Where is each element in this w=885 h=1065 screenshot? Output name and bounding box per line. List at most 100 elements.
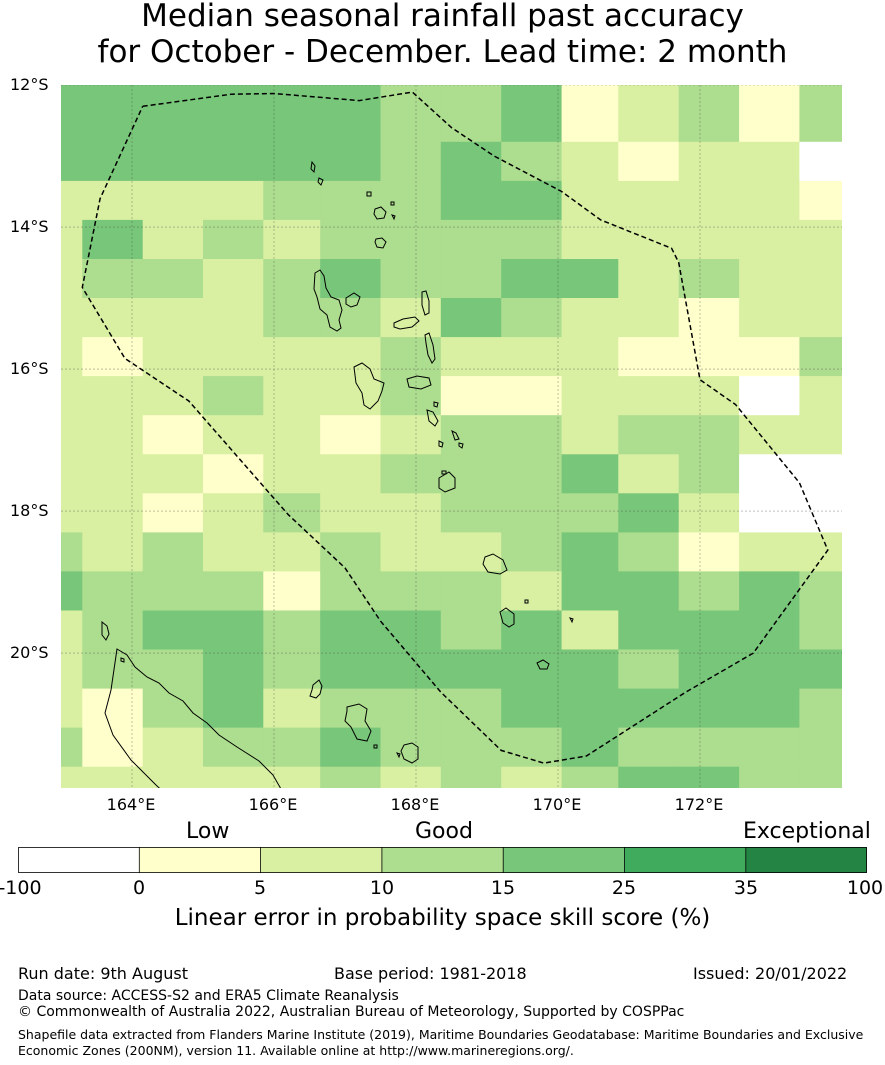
grid-cell [678, 337, 740, 377]
grid-cell [380, 766, 442, 788]
grid-cell [501, 415, 562, 455]
grid-cell [61, 415, 83, 455]
grid-cell [739, 532, 800, 572]
grid-cell [739, 219, 800, 260]
grid-cell [440, 298, 502, 338]
grid-cell [82, 141, 143, 182]
grid-cell [618, 415, 679, 455]
grid-cell [203, 376, 264, 416]
grid-cell [82, 532, 143, 572]
grid-cell [263, 85, 321, 143]
island-outline [101, 620, 110, 641]
grid-cell [320, 649, 381, 689]
grid-cell [82, 298, 143, 338]
grid-cell [501, 180, 562, 221]
grid-cell [739, 298, 800, 338]
lon-label-170e: 170°E [532, 795, 582, 814]
grid-cell [501, 493, 562, 533]
grid-cell [142, 610, 204, 650]
grid-cell [501, 85, 562, 143]
grid-cell [142, 219, 204, 260]
grid-cell [440, 532, 502, 572]
grid-cell [678, 298, 740, 338]
chart-title-line-2: for October - December. Lead time: 2 mon… [97, 34, 788, 70]
grid-cell [799, 85, 842, 143]
island-outline [441, 470, 447, 475]
grid-cell [380, 219, 442, 260]
colorbar-word-good: Good [415, 819, 473, 844]
grid-cell [618, 493, 679, 533]
grid-cell [61, 85, 83, 143]
island-outline [313, 269, 343, 332]
grid-cell [203, 493, 264, 533]
grid-cell [501, 259, 562, 299]
grid-cell [82, 85, 143, 143]
grid-cell [320, 337, 381, 377]
grid-cell [618, 571, 679, 611]
grid-cell [380, 415, 442, 455]
grid-cell [61, 454, 83, 494]
grid-cell [739, 766, 800, 788]
island-outline [421, 290, 430, 316]
grid-cell [380, 454, 442, 494]
grid-cell [263, 493, 321, 533]
grid-cell [561, 532, 619, 572]
grid-cell [799, 415, 842, 455]
grid-cell [561, 766, 619, 788]
grid-cell [501, 337, 562, 377]
grid-cell [203, 219, 264, 260]
grid-cell [799, 180, 842, 221]
grid-cell [61, 688, 83, 729]
grid-cell [380, 259, 442, 299]
grid-cell [678, 376, 740, 416]
lon-label-164e: 164°E [106, 795, 156, 814]
grid-cell [618, 85, 679, 143]
colorbar [18, 847, 867, 873]
grid-cell [263, 727, 321, 768]
grid-cell [61, 727, 83, 768]
grid-cell [263, 141, 321, 182]
grid-cell [203, 337, 264, 377]
grid-cell [263, 376, 321, 416]
grid-cell [739, 415, 800, 455]
grid-cell [440, 259, 502, 299]
island-outline [390, 201, 395, 206]
colorbar-segment [624, 847, 746, 873]
grid-cell [739, 649, 800, 689]
grid-cell [142, 376, 204, 416]
island-outline [345, 292, 361, 308]
colorbar-tick: 25 [611, 877, 637, 899]
grid-cell [678, 532, 740, 572]
grid-cell [320, 766, 381, 788]
grid-cell [561, 415, 619, 455]
island-outline [373, 744, 378, 749]
grid-cell [320, 532, 381, 572]
grid-cell [678, 259, 740, 299]
grid-cell [561, 298, 619, 338]
grid-cell [799, 688, 842, 729]
colorbar-tick: 10 [369, 877, 395, 899]
grid-cell [501, 141, 562, 182]
grid-cell [799, 219, 842, 260]
colorbar-segment [18, 847, 140, 873]
data-source: Data source: ACCESS-S2 and ERA5 Climate … [18, 988, 399, 1004]
grid-cell [739, 141, 800, 182]
grid-cell [203, 571, 264, 611]
grid-cell [799, 571, 842, 611]
island-outline [406, 375, 432, 390]
grid-cell [561, 259, 619, 299]
island-outline [482, 553, 508, 575]
grid-cell [203, 532, 264, 572]
grid-cell [739, 337, 800, 377]
island-outline [569, 617, 574, 624]
grid-cell [561, 649, 619, 689]
lat-label-12s: 12°S [10, 75, 49, 94]
colorbar-label: Linear error in probability space skill … [174, 905, 711, 931]
colorbar-segment [260, 847, 382, 873]
colorbar-segment [139, 847, 261, 873]
lat-label-18s: 18°S [10, 501, 49, 520]
island-coastlines [101, 160, 574, 788]
grid-cell [61, 766, 83, 788]
grid-cell [142, 454, 204, 494]
grid-cell [320, 415, 381, 455]
